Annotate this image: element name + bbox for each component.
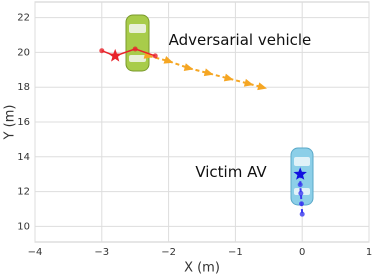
- point-marker: [299, 201, 305, 207]
- y-axis-label: Y (m): [3, 105, 18, 141]
- point-marker: [297, 182, 303, 188]
- annotation: Victim AV: [195, 163, 267, 181]
- x-axis-label: X (m): [184, 261, 220, 276]
- point-marker: [298, 190, 304, 196]
- x-tick-label: −3: [94, 247, 109, 258]
- adversarial-car-icon: [125, 14, 150, 72]
- grid: [34, 2, 370, 242]
- marks: [99, 46, 307, 217]
- arrow-marker: [163, 56, 174, 64]
- x-tick-label: −1: [228, 247, 243, 258]
- arrow-marker: [183, 63, 194, 71]
- y-tick-label: 14: [17, 152, 30, 163]
- point-marker: [299, 211, 305, 217]
- arrow-marker: [257, 82, 267, 91]
- y-tick-label: 16: [17, 117, 30, 128]
- y-tick-label: 20: [17, 47, 30, 58]
- x-tick-label: −4: [28, 247, 43, 258]
- y-tick-label: 22: [17, 13, 30, 24]
- point-marker: [132, 46, 138, 52]
- x-tick-label: −2: [161, 247, 176, 258]
- y-tick-label: 10: [17, 221, 30, 232]
- x-tick-label: 0: [299, 247, 305, 258]
- trajectory-line: [101, 48, 156, 57]
- y-tick-label: 12: [17, 187, 30, 198]
- point-marker: [152, 53, 158, 59]
- point-marker: [99, 48, 105, 54]
- x-tick-label: 1: [366, 247, 372, 258]
- y-tick-label: 18: [17, 82, 30, 93]
- arrow-marker: [243, 78, 254, 87]
- annotation: Adversarial vehicle: [169, 31, 312, 49]
- arrow-marker: [223, 73, 234, 82]
- star-marker: [108, 48, 122, 62]
- star-marker: [293, 167, 307, 180]
- arrow-marker: [203, 68, 214, 77]
